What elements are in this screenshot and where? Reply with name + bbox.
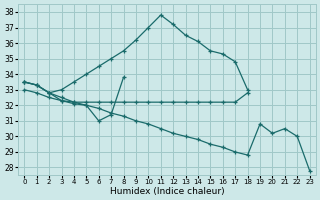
X-axis label: Humidex (Indice chaleur): Humidex (Indice chaleur)	[110, 187, 224, 196]
